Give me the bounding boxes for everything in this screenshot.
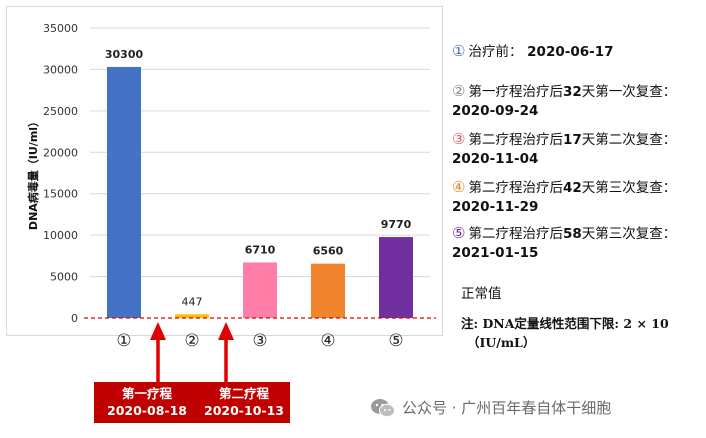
legend-text-1: 治疗前： <box>468 44 523 60</box>
x-tick-label-5: ⑤ <box>388 331 403 351</box>
y-tick-label-7: 35000 <box>43 22 78 35</box>
legend-circle-4: ④ <box>452 178 466 196</box>
x-tick-label-1: ① <box>116 331 131 351</box>
y-axis-label: DNA病毒量（IU/ml） <box>26 116 40 230</box>
treatment-arrow-head-1 <box>150 322 166 340</box>
legend-date-2: 2020-09-24 <box>452 103 539 119</box>
legend-item-1: ① 治疗前： 2020-06-17 <box>452 42 614 62</box>
note-line-1: 注: DNA定量线性范围下限: 2 × 10 <box>461 316 669 331</box>
legend-date-5: 2021-01-15 <box>452 245 539 261</box>
y-tick-label-0: 0 <box>71 312 78 325</box>
watermark-text: 公众号 · 广州百年春自体干细胞 <box>402 399 612 417</box>
x-tick-label-3: ③ <box>252 331 267 351</box>
legend-num-4: 42 <box>562 180 582 196</box>
legend-circle-2: ② <box>452 82 466 100</box>
legend-num-2: 32 <box>562 84 582 100</box>
y-tick-label-3: 15000 <box>43 188 78 201</box>
legend-text-4: 第二疗程治疗后 <box>468 180 563 196</box>
legend-item-5: ⑤ 第二疗程治疗后58天第三次复查： 2021-01-15 <box>452 224 676 263</box>
normal-value-label: 正常值 <box>461 286 502 302</box>
data-label-1: 30300 <box>105 48 144 61</box>
legend-num-5: 58 <box>562 226 582 242</box>
y-tick-label-4: 20000 <box>43 146 78 159</box>
x-tick-label-4: ④ <box>320 331 335 351</box>
y-tick-label-5: 25000 <box>43 105 78 118</box>
bar-1 <box>107 66 141 318</box>
treatment-label-2: 第二疗程 <box>218 386 269 401</box>
legend-num-3: 17 <box>562 132 582 148</box>
legend-circle-3: ③ <box>452 130 466 148</box>
y-tick-label-6: 30000 <box>43 63 78 76</box>
legend-text-2: 第一疗程治疗后 <box>468 84 563 100</box>
legend-text-3: 第二疗程治疗后 <box>468 132 563 148</box>
legend-item-2: ② 第一疗程治疗后32天第一次复查： 2020-09-24 <box>452 82 676 121</box>
note-line-2: （IU/mL） <box>467 335 536 350</box>
bar-2 <box>175 314 209 318</box>
treatment-date-2: 2020-10-13 <box>204 403 284 418</box>
treatment-box-1: 第一疗程 2020-08-18 <box>94 382 200 423</box>
legend-circle-1: ① <box>452 42 466 60</box>
watermark: 公众号 · 广州百年春自体干细胞 <box>370 397 611 418</box>
treatment-label-1: 第一疗程 <box>121 386 172 401</box>
data-label-4: 6560 <box>313 245 344 258</box>
data-label-2: 447 <box>182 295 203 308</box>
wechat-icon <box>371 398 395 417</box>
data-label-5: 9770 <box>381 218 412 231</box>
legend-tail-3: 天第二次复查： <box>581 132 677 148</box>
legend-date-1: 2020-06-17 <box>527 44 614 60</box>
legend-circle-5: ⑤ <box>452 224 466 242</box>
data-label-3: 6710 <box>245 243 276 256</box>
legend-date-3: 2020-11-04 <box>452 151 539 167</box>
treatment-date-1: 2020-08-18 <box>107 403 187 418</box>
bar-4 <box>311 263 345 318</box>
legend-tail-5: 天第三次复查： <box>581 226 677 242</box>
note: 注: DNA定量线性范围下限: 2 × 10 （IU/mL） <box>461 314 669 352</box>
x-tick-label-2: ② <box>184 331 199 351</box>
legend-item-3: ③ 第二疗程治疗后17天第二次复查： 2020-11-04 <box>452 130 676 169</box>
legend-tail-4: 天第三次复查： <box>581 180 677 196</box>
legend-text-5: 第二疗程治疗后 <box>468 226 563 242</box>
y-tick-label-2: 10000 <box>43 229 78 242</box>
y-tick-label-1: 5000 <box>50 271 78 284</box>
treatment-arrow-head-2 <box>218 322 234 340</box>
bar-5 <box>379 237 413 318</box>
legend-tail-2: 天第一次复查： <box>581 84 677 100</box>
treatment-box-2: 第二疗程 2020-10-13 <box>198 382 290 423</box>
legend-date-4: 2020-11-29 <box>452 199 539 215</box>
bar-3 <box>243 262 277 318</box>
legend-item-4: ④ 第二疗程治疗后42天第三次复查： 2020-11-29 <box>452 178 676 217</box>
